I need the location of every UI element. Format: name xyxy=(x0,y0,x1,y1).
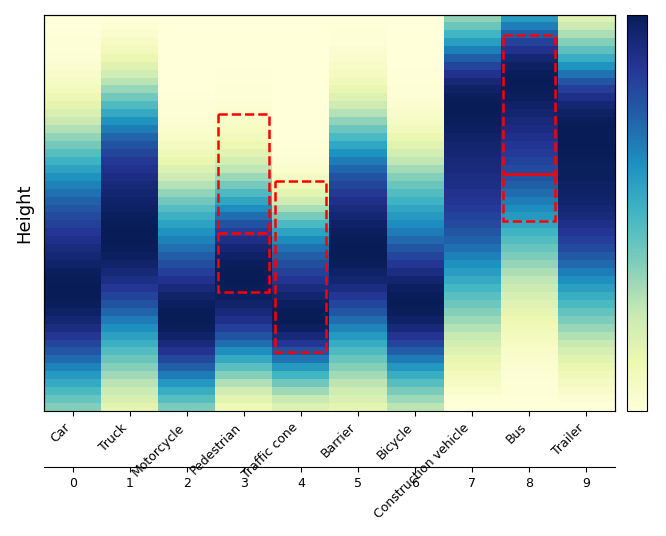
Bar xyxy=(218,233,270,293)
Bar xyxy=(218,114,270,233)
Bar xyxy=(503,35,555,174)
Y-axis label: Height: Height xyxy=(15,183,33,243)
Bar xyxy=(275,182,326,352)
Bar xyxy=(503,174,555,221)
